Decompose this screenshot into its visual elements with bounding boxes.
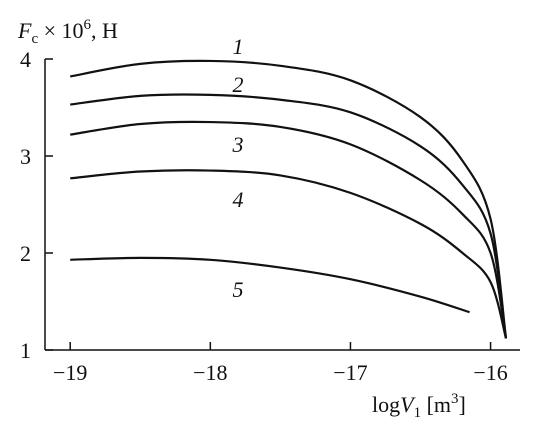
- curve-label: 4: [233, 187, 244, 212]
- y-label-part: × 10: [38, 18, 83, 43]
- x-label-part: ]: [459, 392, 466, 417]
- curve: [70, 256, 470, 314]
- y-tick-label: 3: [20, 144, 31, 169]
- x-label-part: [m: [421, 392, 451, 417]
- y-label-part: F: [17, 18, 32, 43]
- curve-label: 5: [233, 277, 244, 302]
- curve: [70, 93, 508, 339]
- curve: [70, 59, 508, 339]
- x-tick-label: −16: [473, 360, 507, 385]
- curve-label: 3: [232, 132, 244, 157]
- x-label-part: log: [372, 392, 400, 417]
- y-label-part: c: [31, 31, 38, 47]
- x-tick-label: −17: [333, 360, 367, 385]
- y-label-part: 6: [84, 17, 92, 33]
- y-tick-label: 2: [20, 241, 31, 266]
- y-tick-label: 4: [20, 47, 31, 72]
- curve-label: 2: [233, 72, 244, 97]
- x-label-part: V: [400, 392, 416, 417]
- x-tick-label: −18: [193, 360, 227, 385]
- x-label-part: 1: [414, 405, 422, 421]
- y-tick-label: 1: [20, 338, 31, 363]
- x-axis-title: logV1 [m3]: [372, 391, 466, 421]
- curve: [70, 120, 508, 339]
- x-tick-label: −19: [53, 360, 87, 385]
- curve: [70, 169, 508, 339]
- y-label-part: , H: [91, 18, 118, 43]
- y-axis-title: Fc × 106, H: [17, 17, 118, 47]
- curve-label: 1: [233, 34, 244, 59]
- x-label-part: 3: [451, 391, 459, 407]
